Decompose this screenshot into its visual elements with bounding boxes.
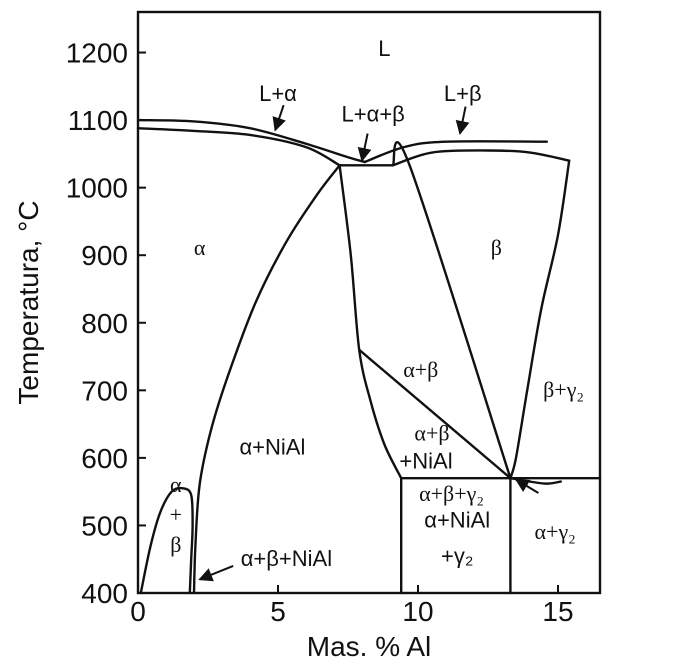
- region-label: β: [170, 532, 181, 557]
- phase-boundary: [363, 140, 548, 164]
- region-label: +γ₂: [441, 544, 473, 569]
- region-label: α+β: [414, 421, 449, 446]
- y-axis-label: Temperatura, °C: [13, 200, 44, 404]
- phase-boundary: [358, 348, 512, 480]
- region-label: L+β: [444, 81, 482, 106]
- region-label: +: [170, 502, 182, 527]
- y-tick-label: 1000: [66, 173, 128, 204]
- phase-boundary: [391, 149, 571, 167]
- y-tick-label: 900: [81, 240, 128, 271]
- region-label: α+NiAl: [239, 435, 305, 460]
- y-tick-label: 400: [81, 578, 128, 609]
- region-label: α+β+NiAl: [241, 546, 332, 571]
- x-axis-label: Mas. % Al: [307, 631, 431, 662]
- region-label: α: [170, 472, 182, 497]
- x-tick-label: 5: [270, 596, 286, 627]
- x-tick-label: 0: [130, 596, 146, 627]
- phase-boundary: [136, 118, 366, 164]
- phase-boundary: [139, 486, 194, 595]
- phase-boundary: [509, 159, 571, 480]
- label-arrow: [272, 104, 286, 132]
- y-tick-label: 700: [81, 375, 128, 406]
- phase-boundary: [136, 126, 341, 167]
- x-tick-label: 10: [402, 596, 433, 627]
- label-arrow: [357, 133, 372, 162]
- phase-boundary: [391, 141, 512, 480]
- label-arrow: [198, 565, 234, 582]
- y-tick-label: 800: [81, 308, 128, 339]
- label-arrow: [455, 106, 470, 135]
- y-tick-label: 500: [81, 510, 128, 541]
- phase-boundary: [338, 164, 403, 480]
- label-arrow: [514, 478, 539, 494]
- region-label: β+γ₂: [543, 377, 584, 402]
- plot-frame: [136, 10, 602, 595]
- region-label: α+β+γ₂: [419, 481, 484, 506]
- region-label: L+α: [259, 81, 297, 106]
- region-label: +NiAl: [399, 449, 452, 474]
- x-tick-label: 15: [542, 596, 573, 627]
- y-tick-label: 1200: [66, 38, 128, 69]
- region-label: β: [491, 235, 502, 260]
- y-tick-label: 600: [81, 443, 128, 474]
- region-label: L: [378, 36, 390, 61]
- region-label: α+γ₂: [535, 519, 576, 544]
- region-label: α+β: [403, 357, 438, 382]
- y-tick-label: 1100: [68, 105, 128, 136]
- plot-area: 400 500 600 700 800 900 1000 1100 1200 0 5 10 15 Mas.…: [13, 10, 602, 662]
- phase-boundary: [192, 164, 341, 595]
- region-label: α+NiAl: [424, 508, 490, 533]
- region-label: L+α+β: [342, 101, 405, 126]
- region-label: α: [194, 235, 206, 260]
